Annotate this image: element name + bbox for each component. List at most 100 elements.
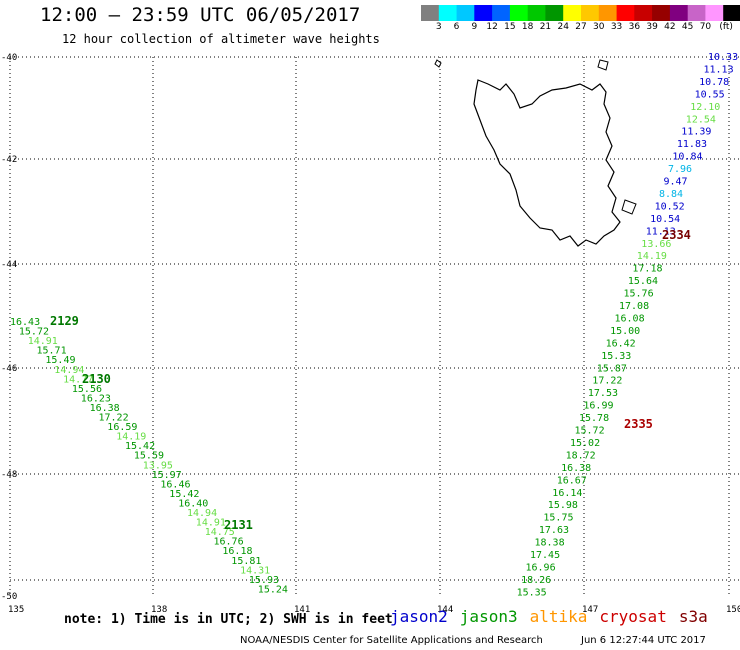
wave-height-label: 11.13 <box>646 226 676 237</box>
latitude-label: -48 <box>1 470 17 480</box>
legend-unit: (ft) <box>719 22 733 32</box>
wave-height-label: 10.55 <box>695 89 725 100</box>
legend-swatch <box>669 5 689 21</box>
legend-swatch <box>598 5 618 21</box>
wave-height-label: 14.94 <box>187 508 217 519</box>
wave-height-label: 16.76 <box>214 537 244 548</box>
orbit-number-label: 2129 <box>50 314 79 328</box>
wave-height-label: 9.47 <box>664 177 688 188</box>
wave-height-label: 15.87 <box>597 363 627 374</box>
wave-height-label: 15.81 <box>231 556 261 567</box>
orbit-number-label: 2335 <box>624 417 653 431</box>
legend-tick-label: 6 <box>453 22 460 32</box>
wave-height-label: 11.83 <box>677 139 707 150</box>
satellite-legend-jason3: jason3 <box>459 607 518 626</box>
legend-tick-label: 3 <box>435 22 442 32</box>
legend-tick-label: 45 <box>681 22 694 32</box>
legend-swatch <box>421 5 440 21</box>
wave-height-label: 14.77 <box>63 374 93 385</box>
legend-swatch <box>652 5 671 21</box>
wave-height-label: 16.42 <box>606 338 636 349</box>
legend-tick-label: 70 <box>699 22 712 32</box>
wave-height-label: 15.71 <box>37 346 67 357</box>
longitude-label: 135 <box>8 605 24 615</box>
longitude-label: 141 <box>294 605 310 615</box>
latitude-label: -44 <box>1 260 17 270</box>
legend-tick-label: 12 <box>486 22 498 32</box>
satellite-legend-s3a: s3a <box>678 607 708 626</box>
satellite-legend: jason2 jason3 altika cryosat s3a <box>390 607 720 626</box>
legend-tick-label: 15 <box>504 22 516 32</box>
satellite-legend-cryosat: cryosat <box>599 607 667 626</box>
wave-height-label: 14.19 <box>116 432 146 443</box>
legend-tick-label: 39 <box>646 22 658 32</box>
wave-height-label: 15.78 <box>579 413 609 424</box>
legend-swatch <box>687 5 706 21</box>
wave-height-label: 14.91 <box>28 336 58 347</box>
legend-tick-label: 27 <box>575 22 587 32</box>
wave-height-label: 15.64 <box>628 276 658 287</box>
axis-labels: 135 138 141 144 147 150 -40 -42 -44 -46 -48 -50 <box>1 53 740 615</box>
longitude-label: 138 <box>151 605 167 615</box>
wave-height-label: 18.72 <box>566 450 596 461</box>
footnote: note: 1) Time is in UTC; 2) SWH is in fe… <box>64 612 393 627</box>
longitude-label: 144 <box>437 605 453 615</box>
latitude-label: -50 <box>1 592 17 602</box>
wave-height-label: 15.59 <box>134 451 164 462</box>
wave-height-label: 10.52 <box>655 201 685 212</box>
wave-height-label: 17.08 <box>619 301 649 312</box>
wave-height-label: 15.42 <box>125 441 155 452</box>
color-legend-labels: 3 6 9 12 15 18 21 24 27 30 33 36 39 42 45 70 (ft) <box>421 22 740 36</box>
wave-height-label: 16.40 <box>178 499 208 510</box>
wave-height-label: 15.42 <box>169 489 199 500</box>
legend-swatch <box>705 5 724 21</box>
legend-swatch <box>634 5 653 21</box>
wave-height-label: 10.78 <box>699 77 729 88</box>
orbit-number-label: 2131 <box>224 518 253 532</box>
legend-swatch <box>438 5 458 21</box>
legend-swatch <box>723 5 740 21</box>
longitude-label: 147 <box>582 605 598 615</box>
wave-height-label: 16.96 <box>526 563 556 574</box>
altimeter-tracks: 16.4315.7214.9115.7115.4914.9414.7715.56… <box>10 52 738 598</box>
orbit-number-label: 2334 <box>662 228 691 242</box>
latitude-label: -40 <box>1 53 17 63</box>
wave-height-label: 15.72 <box>19 327 49 338</box>
wave-height-label: 15.24 <box>258 584 288 595</box>
legend-tick-label: 36 <box>628 22 641 32</box>
legend-tick-label: 9 <box>471 22 478 32</box>
wave-height-label: 17.22 <box>592 376 622 387</box>
legend-swatch <box>492 5 511 21</box>
wave-height-label: 11.13 <box>704 65 734 76</box>
wave-height-label: 15.72 <box>575 426 605 437</box>
legend-tick-label: 21 <box>539 22 552 32</box>
wave-height-label: 16.99 <box>583 401 613 412</box>
wave-height-label: 13.66 <box>641 239 671 250</box>
wave-height-label: 10.84 <box>672 152 702 163</box>
wave-height-label: 15.33 <box>601 351 631 362</box>
map-title: 12:00 – 23:59 UTC 06/05/2017 <box>40 4 361 26</box>
wave-height-label: 15.49 <box>45 355 75 366</box>
satellite-legend-altika: altika <box>529 607 588 626</box>
wave-height-label: 14.31 <box>240 565 270 576</box>
legend-tick-label: 42 <box>664 22 676 32</box>
wave-height-label: 15.56 <box>72 384 102 395</box>
legend-swatch <box>509 5 529 21</box>
wave-height-label: 17.53 <box>588 388 618 399</box>
map-grid <box>9 56 740 597</box>
wave-height-label: 7.96 <box>668 164 692 175</box>
wave-height-label: 17.18 <box>632 264 662 275</box>
wave-height-label: 18.26 <box>521 575 551 586</box>
wave-height-label: 17.22 <box>99 413 129 424</box>
legend-swatch <box>456 5 475 21</box>
orbit-number-label: 2130 <box>82 372 111 386</box>
wave-height-label: 16.38 <box>561 463 591 474</box>
wave-height-label: 17.45 <box>530 550 560 561</box>
wave-height-label: 16.23 <box>81 393 111 404</box>
wave-height-label: 16.38 <box>90 403 120 414</box>
wave-height-label: 10.33 <box>708 52 738 63</box>
wave-height-label: 15.35 <box>517 587 547 598</box>
wave-height-label: 16.43 <box>10 317 40 328</box>
wave-height-label: 15.02 <box>570 438 600 449</box>
